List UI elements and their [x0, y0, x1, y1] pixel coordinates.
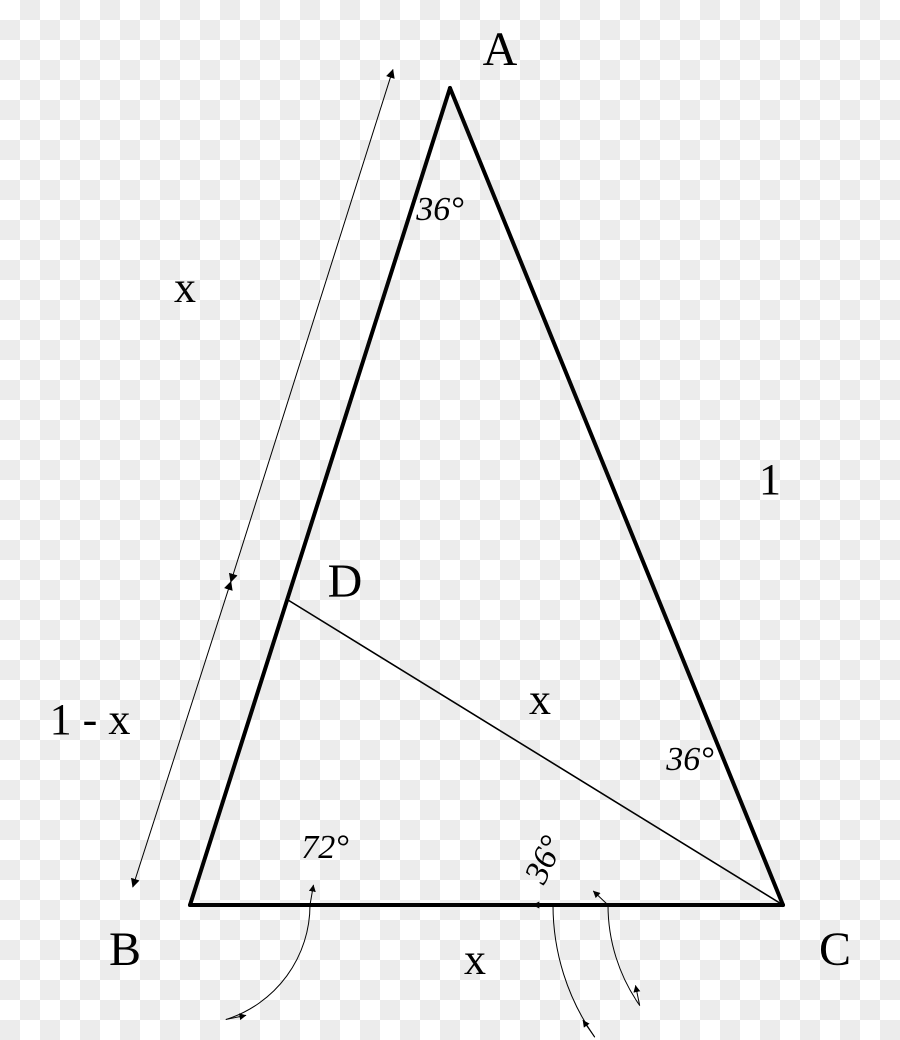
vertex-label-D: D — [328, 558, 363, 606]
vertex-label-C: C — [819, 926, 851, 974]
side-label-DB_1mx: 1 - x — [50, 698, 131, 742]
vertex-label-A: A — [483, 26, 518, 74]
angle-label-at_A: 36° — [416, 193, 464, 227]
dimension-DB — [133, 582, 231, 887]
edge-AB — [190, 88, 450, 905]
diagram-svg — [0, 0, 900, 1040]
angle-arc-at_C_upper — [608, 905, 640, 1005]
side-label-DC_x: x — [529, 678, 551, 722]
side-label-AD_x: x — [174, 266, 196, 310]
angle-arc-at_C_lower — [553, 905, 595, 1037]
vertex-label-B: B — [109, 926, 141, 974]
angle-label-at_C_upper: 36° — [666, 743, 714, 777]
side-label-BC_x: x — [464, 938, 486, 982]
edge-CA — [450, 88, 783, 905]
angle-arc-at_B — [226, 905, 310, 1019]
side-label-AC_one: 1 — [759, 458, 781, 502]
angle-label-at_B: 72° — [301, 831, 349, 865]
dimension-AD — [231, 70, 393, 582]
